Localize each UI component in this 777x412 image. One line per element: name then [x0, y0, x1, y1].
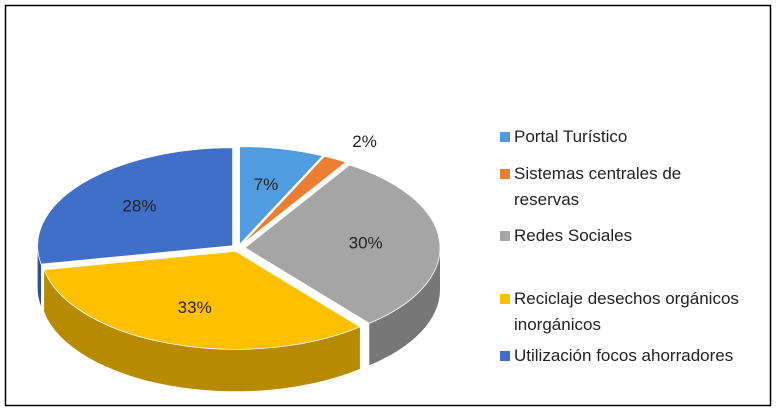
- data-label: 30%: [349, 233, 383, 252]
- data-label: 7%: [254, 175, 279, 194]
- legend-label: Reciclaje desechos orgánicos inorgánicos: [514, 289, 739, 334]
- legend-item: Utilización focos ahorradores: [500, 343, 744, 369]
- slice: [43, 250, 361, 350]
- legend-label: Redes Sociales: [514, 226, 633, 245]
- slice-side: [37, 245, 42, 307]
- legend-swatch: [500, 294, 510, 304]
- legend-label: Utilización focos ahorradores: [514, 346, 734, 365]
- legend-label: Portal Turístico: [514, 127, 628, 146]
- slice: [244, 164, 441, 324]
- legend-swatch: [500, 169, 510, 179]
- slice: [239, 146, 324, 246]
- slice: [37, 147, 234, 265]
- slice-side: [44, 269, 360, 392]
- legend-swatch: [500, 132, 510, 142]
- legend-item: Reciclaje desechos orgánicos inorgánicos: [500, 286, 744, 338]
- data-label: 2%: [352, 132, 377, 151]
- slice: [241, 155, 347, 246]
- legend-label: Sistemas centrales de reservas: [514, 164, 682, 209]
- legend-item: Portal Turístico: [500, 124, 744, 150]
- legend-item: Redes Sociales: [500, 223, 744, 249]
- data-label: 28%: [122, 197, 156, 216]
- slice-side: [369, 247, 440, 366]
- legend-swatch: [500, 351, 510, 361]
- legend-item: Sistemas centrales de reservas: [500, 161, 744, 213]
- data-label: 33%: [178, 298, 212, 317]
- legend-swatch: [500, 231, 510, 241]
